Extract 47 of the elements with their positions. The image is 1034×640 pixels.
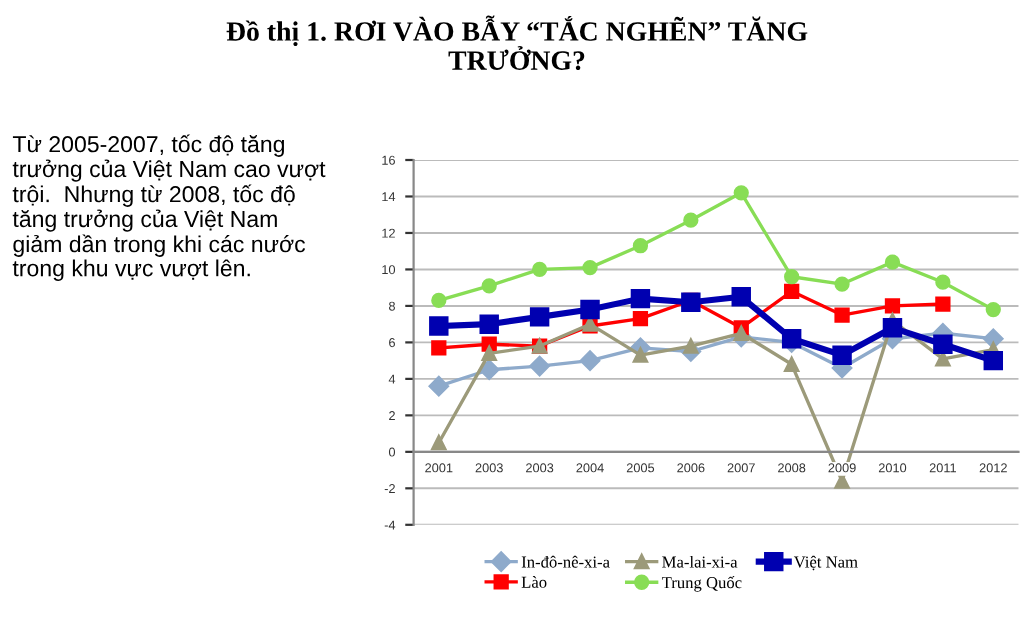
- point: [582, 259, 598, 276]
- point: [579, 350, 601, 371]
- point: [834, 473, 850, 489]
- point: [781, 329, 802, 349]
- text: Từ 2005-2007, tốc độ tăng trưởng của Việt Nam cao vượt trội. Nhưng từ 2008, tốc độ tăng trưởng của Việt Nam giảm dần trong khi các nước trong khu vực vượt lên.: [12, 134, 326, 281]
- legend-label: Trung Quốc: [661, 576, 742, 592]
- point: [481, 345, 497, 361]
- legend-label: In-đô-nê-xi-a: [521, 555, 610, 568]
- point: [832, 345, 852, 365]
- point: [632, 311, 649, 327]
- point: [985, 301, 1001, 318]
- chart-title: Đồ thị 1. RƠI VÀO BẪY “TẮC NGHẼN” TĂNG TRƯỞNG?: [226, 15, 808, 71]
- point: [834, 276, 850, 292]
- legend-label: Lào: [521, 576, 547, 588]
- point: [935, 274, 951, 290]
- point: [935, 296, 951, 312]
- point: [683, 212, 699, 228]
- point: [632, 238, 649, 254]
- point: [784, 356, 800, 372]
- legend-label: Ma-lai-xi-a: [662, 555, 738, 568]
- legend-label: Việt Nam: [793, 555, 858, 571]
- point: [683, 338, 699, 354]
- point: [632, 347, 649, 363]
- point: [531, 261, 548, 278]
- point: [882, 318, 903, 338]
- point: [784, 283, 800, 299]
- point: [580, 299, 600, 320]
- point: [481, 278, 497, 294]
- point: [834, 307, 850, 323]
- point: [884, 298, 901, 314]
- point: [429, 316, 449, 336]
- point: [733, 325, 749, 341]
- point: [431, 435, 447, 451]
- point: [529, 355, 550, 377]
- point: [529, 307, 550, 327]
- point: [630, 288, 651, 309]
- point: [933, 334, 953, 354]
- point: [784, 269, 800, 285]
- point: [479, 314, 499, 334]
- point: [428, 375, 450, 397]
- point: [431, 292, 447, 309]
- point: [478, 359, 500, 380]
- point: [983, 350, 1004, 371]
- point: [884, 254, 901, 270]
- point: [733, 185, 749, 201]
- point: [731, 287, 751, 307]
- point: [431, 340, 447, 356]
